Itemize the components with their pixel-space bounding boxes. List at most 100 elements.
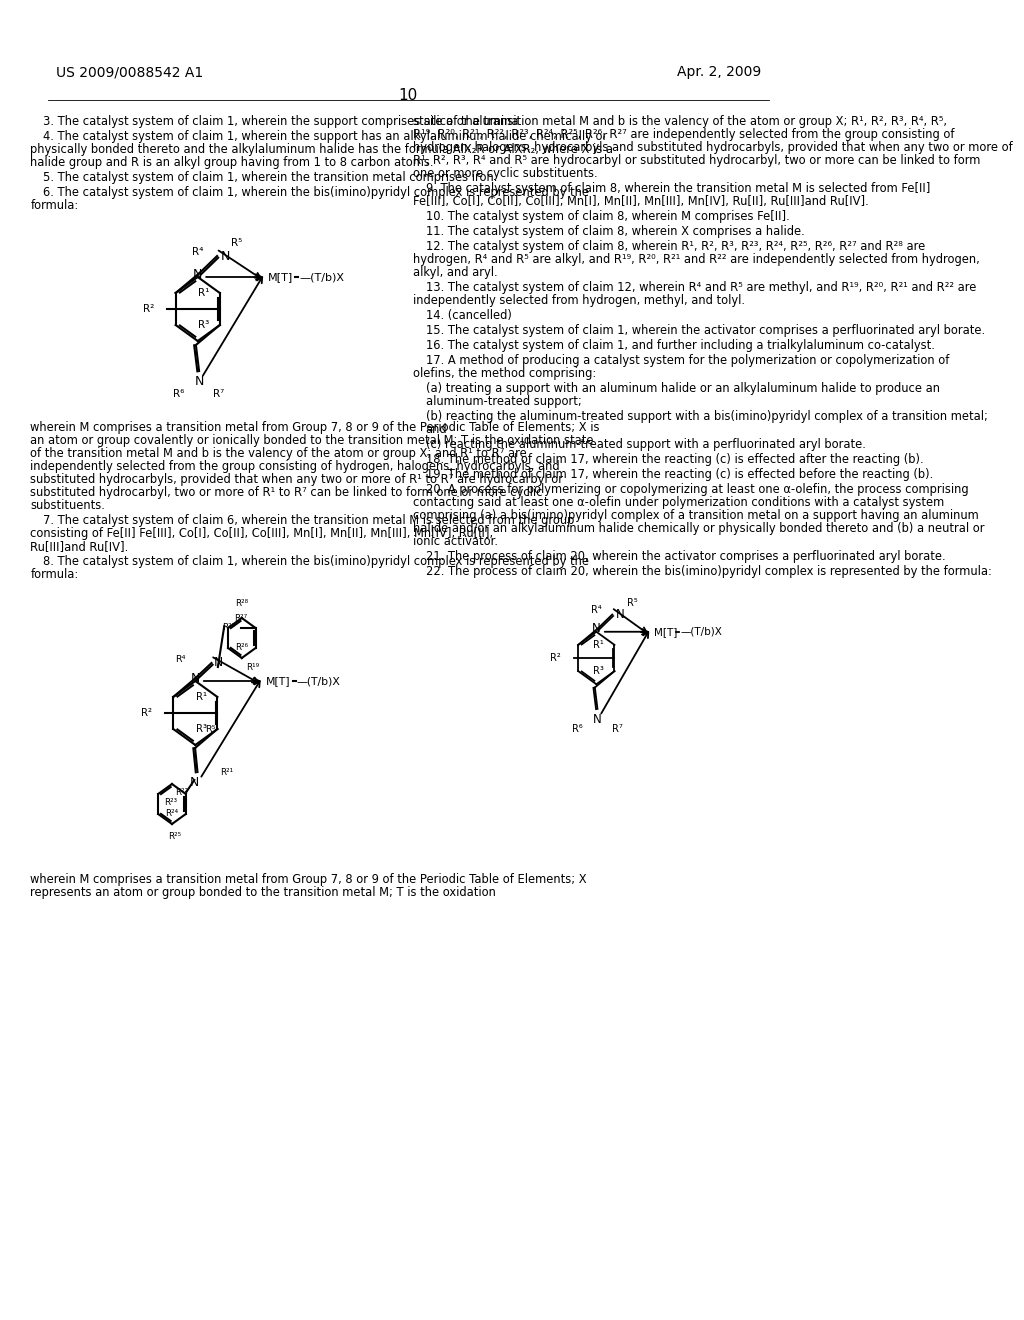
Text: 6. The catalyst system of claim 1, wherein the bis(imino)pyridyl complex is repr: 6. The catalyst system of claim 1, where… xyxy=(43,186,589,199)
Text: R²⁵: R²⁵ xyxy=(168,832,181,841)
Text: N: N xyxy=(592,622,601,635)
Text: Fe[III], Co[I], Co[II], Co[III], Mn[I], Mn[II], Mn[III], Mn[IV], Ru[II], Ru[III]: Fe[III], Co[I], Co[II], Co[III], Mn[I], … xyxy=(413,195,868,209)
Text: M[T]: M[T] xyxy=(265,676,290,686)
Text: R⁵: R⁵ xyxy=(627,598,637,609)
Text: substituted hydrocarbyls, provided that when any two or more of R¹ to R⁷ are hyd: substituted hydrocarbyls, provided that … xyxy=(31,473,563,486)
Text: R⁶: R⁶ xyxy=(572,723,583,734)
Text: 22. The process of claim 20, wherein the bis(imino)pyridyl complex is represente: 22. The process of claim 20, wherein the… xyxy=(426,565,991,578)
Text: R²²: R²² xyxy=(175,788,188,797)
Text: 5. The catalyst system of claim 1, wherein the transition metal comprises iron.: 5. The catalyst system of claim 1, where… xyxy=(43,172,498,183)
Text: independently selected from the group consisting of hydrogen, halogens, hydrocar: independently selected from the group co… xyxy=(31,459,560,473)
Text: R²⁸: R²⁸ xyxy=(236,599,249,609)
Text: halide group and R is an alkyl group having from 1 to 8 carbon atoms.: halide group and R is an alkyl group hav… xyxy=(31,156,434,169)
Text: R²¹: R²¹ xyxy=(220,768,232,777)
Text: 4. The catalyst system of claim 1, wherein the support has an alkylaluminum hali: 4. The catalyst system of claim 1, where… xyxy=(43,129,607,143)
Text: R²: R² xyxy=(141,708,153,718)
Text: substituents.: substituents. xyxy=(31,499,105,512)
Text: 18. The method of claim 17, wherein the reacting (c) is effected after the react: 18. The method of claim 17, wherein the … xyxy=(426,453,924,466)
Text: 16. The catalyst system of claim 1, and further including a trialkylaluminum co-: 16. The catalyst system of claim 1, and … xyxy=(426,339,935,352)
Text: R²⁷: R²⁷ xyxy=(234,614,248,623)
Text: contacting said at least one α-olefin under polymerization conditions with a cat: contacting said at least one α-olefin un… xyxy=(413,496,944,510)
Text: (c) reacting the aluminum-treated support with a perfluorinated aryl borate.: (c) reacting the aluminum-treated suppor… xyxy=(426,438,865,451)
Text: N: N xyxy=(190,672,200,685)
Text: 3. The catalyst system of claim 1, wherein the support comprises silica or alumi: 3. The catalyst system of claim 1, where… xyxy=(43,115,522,128)
Text: R⁷: R⁷ xyxy=(213,389,224,399)
Text: olefins, the method comprising:: olefins, the method comprising: xyxy=(413,367,596,380)
Text: R²: R² xyxy=(550,653,561,663)
Text: R⁴: R⁴ xyxy=(591,606,602,615)
Text: —(T/b)X: —(T/b)X xyxy=(299,272,344,282)
Text: R⁷: R⁷ xyxy=(611,723,623,734)
Text: halide and/or an alkylaluminum halide chemically or physically bonded thereto an: halide and/or an alkylaluminum halide ch… xyxy=(413,521,984,535)
Text: R¹⁹: R¹⁹ xyxy=(246,663,259,672)
Text: R²⁰: R²⁰ xyxy=(222,623,236,632)
Text: one or more cyclic substituents.: one or more cyclic substituents. xyxy=(413,168,598,180)
Text: consisting of Fe[II] Fe[III], Co[I], Co[II], Co[III], Mn[I], Mn[II], Mn[III], Mn: consisting of Fe[II] Fe[III], Co[I], Co[… xyxy=(31,527,494,540)
Text: independently selected from hydrogen, methyl, and tolyl.: independently selected from hydrogen, me… xyxy=(413,294,745,308)
Text: hydrogen, R⁴ and R⁵ are alkyl, and R¹⁹, R²⁰, R²¹ and R²² are independently selec: hydrogen, R⁴ and R⁵ are alkyl, and R¹⁹, … xyxy=(413,253,980,267)
Text: state of the transition metal M and b is the valency of the atom or group X; R¹,: state of the transition metal M and b is… xyxy=(413,115,947,128)
Text: (b) reacting the aluminum-treated support with a bis(imino)pyridyl complex of a : (b) reacting the aluminum-treated suppor… xyxy=(426,411,987,422)
Text: R¹: R¹ xyxy=(198,288,210,298)
Text: R¹: R¹ xyxy=(593,640,604,649)
Text: R¹⁹, R²⁰, R²¹, R²², R²³, R²⁴, R²⁵, R²⁶, R²⁷ are independently selected from the : R¹⁹, R²⁰, R²¹, R²², R²³, R²⁴, R²⁵, R²⁶, … xyxy=(413,128,954,141)
Text: ionic activator.: ionic activator. xyxy=(413,535,498,548)
Text: N: N xyxy=(195,375,204,388)
Text: R⁶: R⁶ xyxy=(173,389,184,399)
Text: 11. The catalyst system of claim 8, wherein X comprises a halide.: 11. The catalyst system of claim 8, wher… xyxy=(426,224,805,238)
Text: aluminum-treated support;: aluminum-treated support; xyxy=(426,395,582,408)
Text: of the transition metal M and b is the valency of the atom or group X; and R¹ to: of the transition metal M and b is the v… xyxy=(31,447,527,459)
Text: R⁴: R⁴ xyxy=(193,247,204,257)
Text: represents an atom or group bonded to the transition metal M; T is the oxidation: represents an atom or group bonded to th… xyxy=(31,886,497,899)
Text: R³: R³ xyxy=(199,319,210,330)
Text: N: N xyxy=(593,713,602,726)
Text: (a) treating a support with an aluminum halide or an alkylaluminum halide to pro: (a) treating a support with an aluminum … xyxy=(426,381,940,395)
Text: 10. The catalyst system of claim 8, wherein M comprises Fe[II].: 10. The catalyst system of claim 8, wher… xyxy=(426,210,790,223)
Text: 21. The process of claim 20, wherein the activator comprises a perfluorinated ar: 21. The process of claim 20, wherein the… xyxy=(426,550,945,564)
Text: R⁵: R⁵ xyxy=(205,725,215,734)
Text: 14. (cancelled): 14. (cancelled) xyxy=(426,309,512,322)
Text: 10: 10 xyxy=(398,88,418,103)
Text: R¹: R¹ xyxy=(196,692,207,702)
Text: US 2009/0088542 A1: US 2009/0088542 A1 xyxy=(56,65,203,79)
Text: wherein M comprises a transition metal from Group 7, 8 or 9 of the Periodic Tabl: wherein M comprises a transition metal f… xyxy=(31,873,587,886)
Text: R²⁶: R²⁶ xyxy=(236,644,248,652)
Text: R²: R² xyxy=(143,304,155,314)
Text: R³: R³ xyxy=(196,723,207,734)
Text: 15. The catalyst system of claim 1, wherein the activator comprises a perfluorin: 15. The catalyst system of claim 1, wher… xyxy=(426,323,985,337)
Text: M[T]: M[T] xyxy=(268,272,293,282)
Text: N: N xyxy=(189,776,199,789)
Text: —(T/b)X: —(T/b)X xyxy=(680,627,722,636)
Text: alkyl, and aryl.: alkyl, and aryl. xyxy=(413,267,498,279)
Text: R⁴: R⁴ xyxy=(176,655,186,664)
Text: 17. A method of producing a catalyst system for the polymerization or copolymeri: 17. A method of producing a catalyst sys… xyxy=(426,354,949,367)
Text: and: and xyxy=(426,422,447,436)
Text: N: N xyxy=(615,609,625,620)
Text: M[T]: M[T] xyxy=(654,627,677,636)
Text: R³: R³ xyxy=(593,667,604,676)
Text: N: N xyxy=(220,249,229,263)
Text: 13. The catalyst system of claim 12, wherein R⁴ and R⁵ are methyl, and R¹⁹, R²⁰,: 13. The catalyst system of claim 12, whe… xyxy=(426,281,976,294)
Text: Apr. 2, 2009: Apr. 2, 2009 xyxy=(677,65,762,79)
Text: R¹, R², R³, R⁴ and R⁵ are hydrocarbyl or substituted hydrocarbyl, two or more ca: R¹, R², R³, R⁴ and R⁵ are hydrocarbyl or… xyxy=(413,154,980,168)
Text: N: N xyxy=(214,656,223,669)
Text: —(T/b)X: —(T/b)X xyxy=(297,676,340,686)
Text: N: N xyxy=(194,268,203,281)
Text: 8. The catalyst system of claim 1, wherein the bis(imino)pyridyl complex is repr: 8. The catalyst system of claim 1, where… xyxy=(43,554,589,568)
Text: hydrogen, halogens, hydrocarbyls and substituted hydrocarbyls, provided that whe: hydrogen, halogens, hydrocarbyls and sub… xyxy=(413,141,1013,154)
Text: R⁵: R⁵ xyxy=(231,238,243,248)
Text: formula:: formula: xyxy=(31,568,79,581)
Text: physically bonded thereto and the alkylaluminum halide has the formula AlX₂R or : physically bonded thereto and the alkyla… xyxy=(31,143,613,156)
Text: 7. The catalyst system of claim 6, wherein the transition metal M is selected fr: 7. The catalyst system of claim 6, where… xyxy=(43,513,574,527)
Text: Ru[III]and Ru[IV].: Ru[III]and Ru[IV]. xyxy=(31,540,129,553)
Text: R²⁴: R²⁴ xyxy=(165,809,178,818)
Text: 12. The catalyst system of claim 8, wherein R¹, R², R³, R²³, R²⁴, R²⁵, R²⁶, R²⁷ : 12. The catalyst system of claim 8, wher… xyxy=(426,240,925,253)
Text: 19. The method of claim 17, wherein the reacting (c) is effected before the reac: 19. The method of claim 17, wherein the … xyxy=(426,469,933,480)
Text: 9. The catalyst system of claim 8, wherein the transition metal M is selected fr: 9. The catalyst system of claim 8, where… xyxy=(426,182,930,195)
Text: comprising (a) a bis(imino)pyridyl complex of a transition metal on a support ha: comprising (a) a bis(imino)pyridyl compl… xyxy=(413,510,979,521)
Text: an atom or group covalently or ionically bonded to the transition metal M; T is : an atom or group covalently or ionically… xyxy=(31,434,594,447)
Text: R²³: R²³ xyxy=(164,799,177,807)
Text: formula:: formula: xyxy=(31,199,79,213)
Text: substituted hydrocarbyl, two or more of R¹ to R⁷ can be linked to form one or mo: substituted hydrocarbyl, two or more of … xyxy=(31,486,543,499)
Text: 20. A process for polymerizing or copolymerizing at least one α-olefin, the proc: 20. A process for polymerizing or copoly… xyxy=(426,483,969,496)
